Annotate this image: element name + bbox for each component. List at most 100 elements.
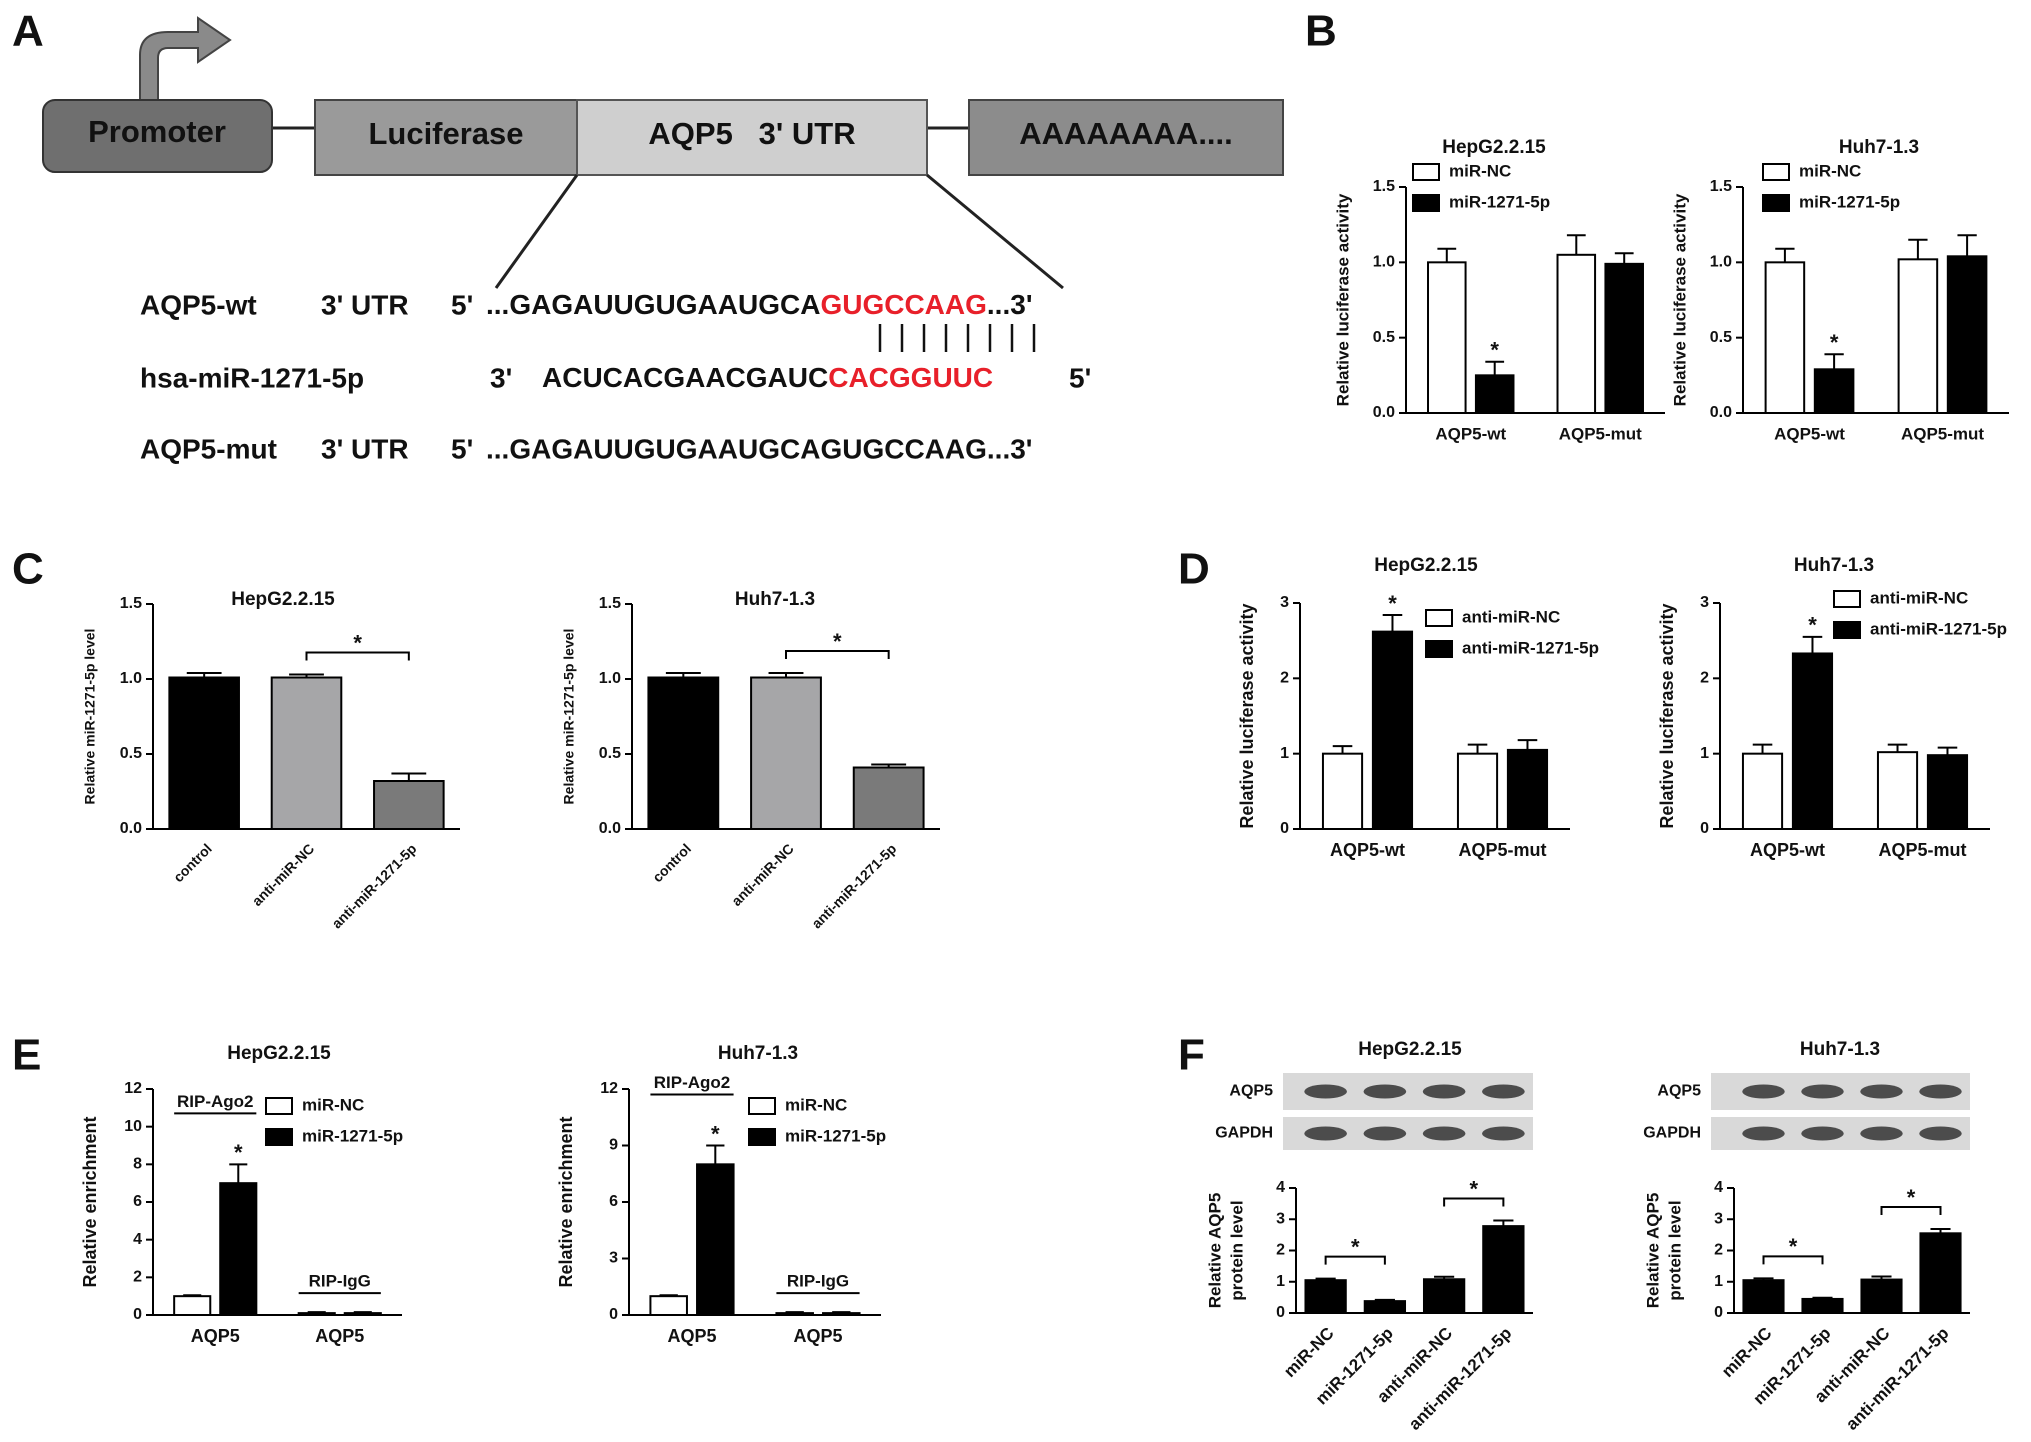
legend-label: miR-1271-5p <box>1449 192 1550 211</box>
bar <box>1764 261 1806 415</box>
y-tick-label: 12 <box>600 1080 618 1097</box>
legend-swatch <box>1762 163 1790 181</box>
error-bar <box>1812 1296 1833 1299</box>
y-tick-label: 12 <box>124 1080 142 1097</box>
bracket <box>785 650 890 659</box>
error-bar <box>1937 746 1958 756</box>
y-tick-label: 2 <box>1714 1242 1723 1259</box>
y-axis-label: Relative enrichment <box>80 1116 100 1287</box>
blot-band <box>1482 1126 1525 1141</box>
box-label: Luciferase <box>368 116 523 151</box>
error-bar <box>353 1311 372 1314</box>
legend-swatch <box>1833 621 1861 639</box>
panel-label: B <box>1305 7 1337 56</box>
y-tick-label: 6 <box>133 1193 142 1210</box>
sequence-region: 3' UTR <box>321 289 409 320</box>
blot-band <box>1919 1084 1962 1099</box>
error-bar <box>1517 739 1538 750</box>
bar <box>297 1312 336 1317</box>
legend-swatch <box>265 1097 293 1115</box>
zoom-line <box>926 173 1064 290</box>
x-tick-label: anti-miR-NC <box>728 840 797 909</box>
error-bar <box>307 1311 326 1314</box>
sequence: ...GAGAUUGUGAAUGCAGUGCCAAG...3' <box>486 289 1032 320</box>
bar <box>1919 1232 1962 1314</box>
y-tick-label: 1 <box>1276 1273 1285 1290</box>
significance-mark: * <box>1830 330 1839 355</box>
legend-label: anti-miR-1271-5p <box>1462 638 1599 657</box>
error-bar <box>183 1294 202 1297</box>
y-tick-label: 0.0 <box>1373 404 1395 421</box>
zoom-line <box>494 174 579 289</box>
y-tick-label: 2 <box>133 1269 142 1286</box>
blot-label: AQP5 <box>1657 1083 1701 1100</box>
error-bar <box>289 673 324 678</box>
error-bar <box>1871 1275 1892 1280</box>
error-bar <box>186 672 222 678</box>
panel-label: F <box>1178 1031 1205 1080</box>
chart-title: Huh7-1.3 <box>718 1043 798 1064</box>
luciferase-box <box>314 99 578 176</box>
y-tick-label: 0 <box>1280 820 1289 837</box>
blot-band <box>1363 1126 1407 1141</box>
y-tick-label: 1.0 <box>120 670 142 687</box>
error-bar <box>1802 635 1823 654</box>
y-tick-label: 1.0 <box>599 670 621 687</box>
error-bar <box>1566 234 1586 255</box>
significance-mark: * <box>1388 591 1397 616</box>
y-tick-label: 1.0 <box>1373 254 1395 271</box>
error-bar <box>1467 743 1488 754</box>
y-tick-label: 1.0 <box>1710 254 1732 271</box>
chart: Huh7-1.3 Relative miR-1271-5p level 0.0 0.5… <box>561 589 940 932</box>
error-bar <box>1824 353 1844 370</box>
chart-title: HepG2.2.15 <box>1442 137 1546 158</box>
box-label: AQP5 3' UTR <box>648 116 855 151</box>
bar <box>1363 1300 1407 1314</box>
legend-label: miR-1271-5p <box>302 1126 403 1145</box>
error-bar <box>1957 234 1977 257</box>
x-tick-label: control <box>649 840 694 885</box>
blot-label: GAPDH <box>1215 1125 1273 1142</box>
promoter-box <box>42 99 273 173</box>
significance-mark: * <box>1907 1185 1916 1210</box>
x-tick-label: AQP5-wt <box>1750 840 1825 860</box>
error-bar <box>1332 745 1353 754</box>
bar <box>1456 752 1499 831</box>
bar <box>173 1295 212 1316</box>
utr-box <box>576 99 928 176</box>
bar <box>1371 630 1414 830</box>
y-axis-label: Relative AQP5 <box>1205 1193 1224 1309</box>
error-bar <box>1775 247 1795 263</box>
error-bar <box>1434 1275 1455 1280</box>
error-bar <box>229 1163 248 1184</box>
y-tick-label: 0 <box>1700 820 1709 837</box>
bar <box>168 676 240 830</box>
significance-mark: * <box>1351 1234 1360 1259</box>
x-tick-label: AQP5-mut <box>1878 840 1966 860</box>
group-label: RIP-Ago2 <box>177 1092 254 1111</box>
y-tick-label: 1.5 <box>599 595 621 612</box>
group-label: RIP-IgG <box>787 1272 849 1291</box>
x-tick-label: AQP5 <box>315 1326 364 1346</box>
seed-sequence: GUGCCAAG <box>820 289 986 320</box>
legend-label: miR-1271-5p <box>785 1126 886 1145</box>
bar <box>649 1295 688 1316</box>
y-axis-label: protein level <box>1227 1200 1246 1300</box>
x-tick-label: AQP5-wt <box>1330 840 1405 860</box>
bar <box>1604 262 1644 414</box>
y-tick-label: 0.0 <box>120 820 142 837</box>
bar <box>647 676 720 830</box>
error-bar <box>768 672 804 678</box>
legend-swatch <box>1833 590 1861 608</box>
bar <box>373 780 445 830</box>
y-tick-label: 1.5 <box>120 595 142 612</box>
blot-band <box>1482 1084 1525 1099</box>
y-tick-label: 1 <box>1280 745 1289 762</box>
legend-label: anti-miR-1271-5p <box>1870 619 2007 638</box>
panel-label: D <box>1178 545 1210 594</box>
y-tick-label: 0.5 <box>120 745 142 762</box>
blot-band <box>1801 1084 1844 1099</box>
bar <box>1801 1297 1844 1314</box>
bar <box>1506 748 1549 831</box>
legend-label: miR-NC <box>1799 161 1861 180</box>
